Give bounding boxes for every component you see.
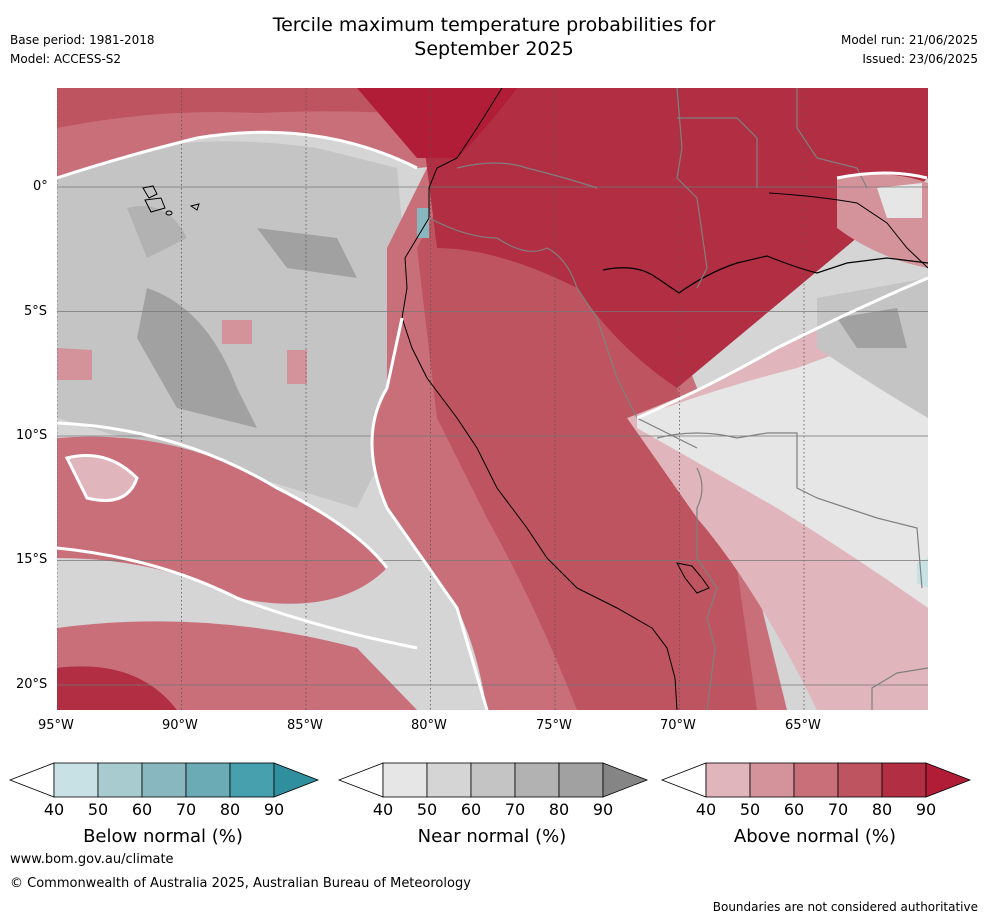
near-normal-patch-dark [837,308,907,348]
colorbar-swatch [558,762,604,798]
lon-label-95w: 95°W [38,718,74,733]
above-normal-patch [287,350,307,384]
near-normal-label: Near normal (%) [417,826,567,847]
above-normal-area [67,455,137,501]
colorbar-tick-label: 70 [827,800,849,819]
colorbar-swatch [837,762,883,798]
tercile-boundaries [57,130,928,710]
colorbar-swatch [426,762,472,798]
colorbar-extend-high [602,762,649,798]
galapagos-islands [142,185,200,216]
below-normal-label: Below normal (%) [83,826,243,847]
above-normal-area [357,88,517,158]
colorbar-swatch [470,762,516,798]
map-canvas [57,88,928,710]
colorbar-swatch [793,762,839,798]
colorbar-tick-label: 90 [915,800,937,819]
colorbar-swatch [514,762,560,798]
above-normal-area [417,88,928,388]
colorbar-tick-label: 70 [504,800,526,819]
colorbar-swatch [881,762,927,798]
boundaries-disclaimer: Boundaries are not considered authoritat… [712,900,978,914]
colorbar-tick-label: 60 [460,800,482,819]
model-run-text: Model run: 21/06/2025 [840,33,978,47]
colorbar-swatch [382,762,428,798]
colorbar-tick-label: 70 [175,800,197,819]
colorbar-tick-label: 80 [548,800,570,819]
lon-label-80w: 80°W [411,718,447,733]
copyright-text: © Commonwealth of Australia 2025, Austra… [10,876,471,891]
above-normal-area [417,168,757,710]
colorbar-swatch [53,762,99,798]
colorbar-extend-low [660,762,707,798]
latitude-gridlines [57,186,928,686]
colorbar-tick-label: 50 [739,800,761,819]
colorbar-swatch [97,762,143,798]
lon-label-75w: 75°W [536,718,572,733]
lon-label-65w: 65°W [785,718,821,733]
near-normal-area [637,328,928,608]
colorbar-swatch [749,762,795,798]
colorbar-above-normal [660,762,972,798]
colorbar-tick-label: 40 [43,800,65,819]
lat-label-5s: 5°S [24,304,48,319]
colorbar-extend-low [8,762,55,798]
colorbar-tick-label: 90 [263,800,285,819]
base-period-text: Base period: 1981-2018 [10,33,155,47]
colorbars [8,762,972,798]
lat-label-0: 0° [33,179,48,194]
colorbar-extend-low [337,762,384,798]
lon-label-90w: 90°W [162,718,198,733]
below-normal-patch [917,558,928,588]
lake-titicaca [676,562,710,594]
amazon-river [602,255,928,294]
colorbar-swatch [229,762,275,798]
title-line-1: Tercile maximum temperature probabilitie… [272,14,716,36]
colorbar-tick-label: 50 [87,800,109,819]
river [768,192,928,269]
lon-label-85w: 85°W [287,718,323,733]
issued-text: Issued: 23/06/2025 [862,52,978,66]
colorbar-tick-label: 60 [131,800,153,819]
colorbar-tick-label: 50 [416,800,438,819]
colorbar-swatch [141,762,187,798]
lat-label-10s: 10°S [16,428,48,443]
near-normal-patch-dark [137,288,257,428]
colorbar-tick-label: 60 [783,800,805,819]
above-normal-patch [57,348,92,380]
colorbar-tick-label: 80 [871,800,893,819]
colorbar-swatch [185,762,231,798]
near-normal-patch [127,206,187,258]
above-normal-patch [222,320,252,344]
website-link[interactable]: www.bom.gov.au/climate [10,852,174,867]
colorbar-tick-label: 40 [372,800,394,819]
colorbar-near-normal [337,762,649,798]
lon-label-70w: 70°W [660,718,696,733]
above-normal-area [57,666,177,710]
colorbar-tick-label: 40 [695,800,717,819]
title-line-2: September 2025 [414,38,574,60]
colorbar-tick-label: 80 [219,800,241,819]
colorbar-extend-high [273,762,320,798]
lat-label-15s: 15°S [16,552,48,567]
model-text: Model: ACCESS-S2 [10,52,122,66]
near-normal-patch [877,183,922,218]
coastline [401,88,678,710]
near-normal-patch-dark [257,228,357,278]
below-normal-patch [417,208,429,238]
colorbar-tick-label: 90 [592,800,614,819]
above-normal-label: Above normal (%) [733,826,897,847]
colorbar-below-normal [8,762,320,798]
colorbar-swatch [705,762,751,798]
colorbar-extend-high [925,762,972,798]
lat-label-20s: 20°S [16,677,48,692]
country-borders [428,88,928,710]
map-title: Tercile maximum temperature probabilitie… [0,13,988,61]
